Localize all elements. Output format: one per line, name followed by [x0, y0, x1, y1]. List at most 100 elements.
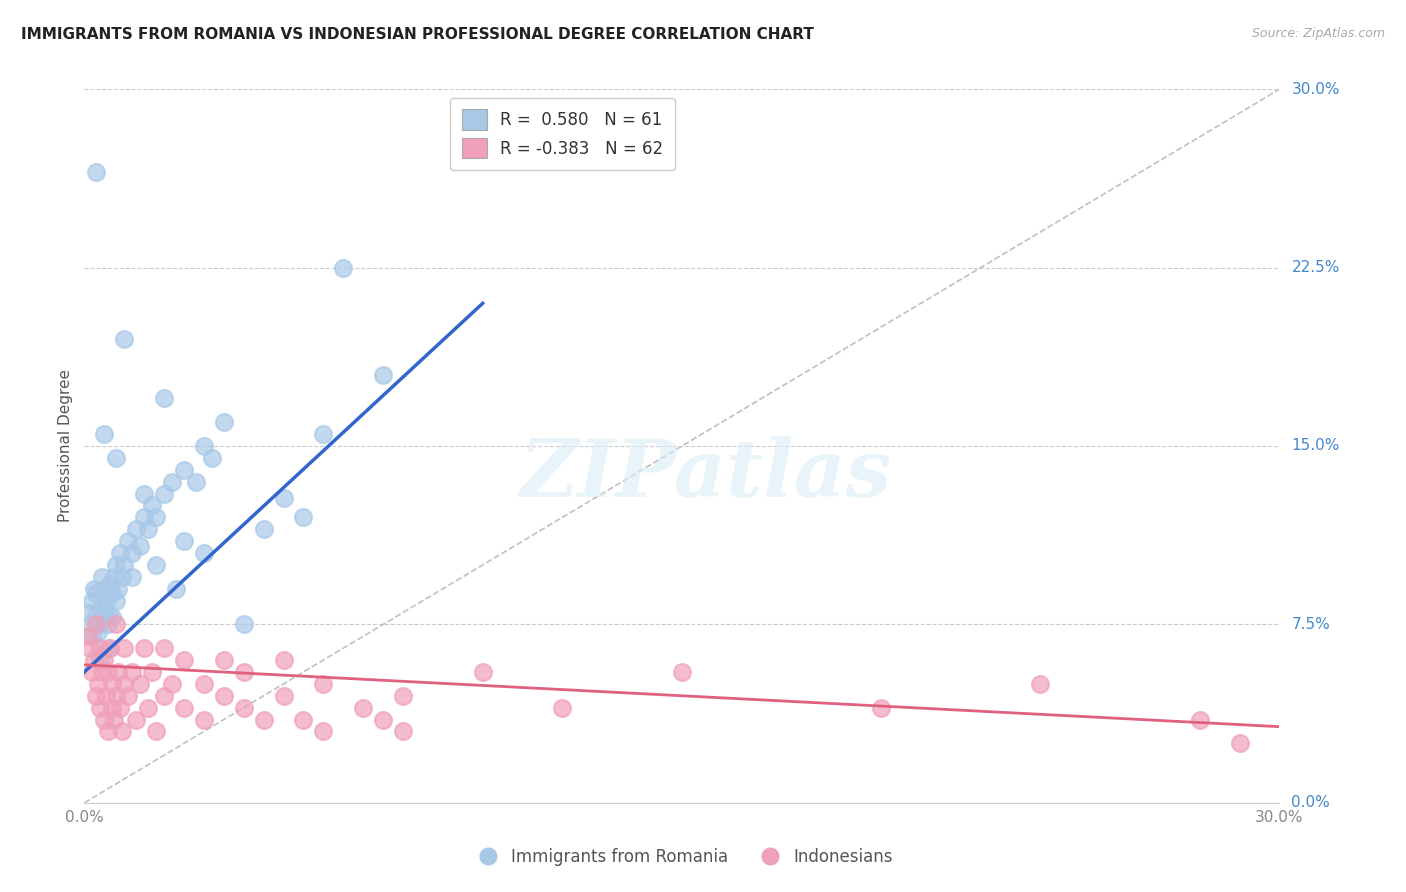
- Point: [141, 665, 163, 679]
- Point: [87, 624, 110, 639]
- Point: [101, 610, 124, 624]
- Text: Source: ZipAtlas.com: Source: ZipAtlas.com: [1251, 27, 1385, 40]
- Point: [93, 427, 115, 442]
- Point: [173, 700, 195, 714]
- Point: [129, 539, 152, 553]
- Point: [96, 689, 118, 703]
- Point: [98, 577, 121, 591]
- Point: [105, 617, 128, 632]
- Point: [125, 522, 148, 536]
- Text: IMMIGRANTS FROM ROMANIA VS INDONESIAN PROFESSIONAL DEGREE CORRELATION CHART: IMMIGRANTS FROM ROMANIA VS INDONESIAN PR…: [21, 27, 814, 42]
- Point: [93, 606, 115, 620]
- Point: [145, 558, 167, 572]
- Text: ZIPatlas: ZIPatlas: [520, 436, 891, 513]
- Point: [96, 593, 118, 607]
- Point: [97, 665, 120, 679]
- Point: [97, 641, 120, 656]
- Point: [103, 570, 125, 584]
- Point: [136, 700, 159, 714]
- Point: [84, 610, 107, 624]
- Point: [160, 677, 183, 691]
- Point: [145, 724, 167, 739]
- Point: [110, 700, 132, 714]
- Point: [212, 415, 235, 429]
- Point: [97, 606, 120, 620]
- Point: [84, 586, 107, 600]
- Point: [89, 617, 111, 632]
- Point: [112, 641, 135, 656]
- Point: [101, 700, 124, 714]
- Point: [212, 653, 235, 667]
- Point: [105, 689, 128, 703]
- Point: [153, 689, 176, 703]
- Point: [111, 724, 134, 739]
- Point: [392, 724, 415, 739]
- Point: [121, 546, 143, 560]
- Point: [145, 510, 167, 524]
- Point: [551, 700, 574, 714]
- Point: [91, 570, 114, 584]
- Point: [160, 475, 183, 489]
- Point: [153, 486, 176, 500]
- Point: [165, 582, 187, 596]
- Point: [193, 677, 215, 691]
- Point: [193, 546, 215, 560]
- Point: [101, 586, 124, 600]
- Point: [184, 475, 207, 489]
- Text: 0.0%: 0.0%: [1291, 796, 1330, 810]
- Text: 15.0%: 15.0%: [1291, 439, 1340, 453]
- Point: [312, 724, 335, 739]
- Point: [89, 641, 111, 656]
- Point: [173, 534, 195, 549]
- Point: [1229, 736, 1251, 750]
- Point: [193, 439, 215, 453]
- Point: [112, 677, 135, 691]
- Point: [132, 510, 156, 524]
- Point: [77, 606, 100, 620]
- Point: [292, 713, 315, 727]
- Point: [1029, 677, 1052, 691]
- Point: [173, 653, 195, 667]
- Point: [117, 534, 139, 549]
- Point: [112, 558, 135, 572]
- Point: [312, 677, 335, 691]
- Point: [253, 713, 276, 727]
- Point: [125, 713, 148, 727]
- Point: [89, 700, 111, 714]
- Point: [93, 582, 115, 596]
- Point: [201, 450, 224, 465]
- Point: [107, 665, 129, 679]
- Point: [97, 724, 120, 739]
- Point: [105, 450, 128, 465]
- Point: [232, 700, 254, 714]
- Point: [84, 165, 107, 179]
- Point: [1188, 713, 1211, 727]
- Point: [107, 582, 129, 596]
- Point: [193, 713, 215, 727]
- Point: [98, 641, 121, 656]
- Point: [93, 713, 115, 727]
- Point: [232, 665, 254, 679]
- Legend: Immigrants from Romania, Indonesians: Immigrants from Romania, Indonesians: [464, 842, 900, 873]
- Point: [870, 700, 893, 714]
- Y-axis label: Professional Degree: Professional Degree: [58, 369, 73, 523]
- Point: [82, 665, 104, 679]
- Point: [110, 546, 132, 560]
- Point: [371, 368, 394, 382]
- Point: [105, 593, 128, 607]
- Point: [105, 558, 128, 572]
- Point: [352, 700, 374, 714]
- Point: [112, 332, 135, 346]
- Point: [129, 677, 152, 691]
- Point: [101, 677, 124, 691]
- Point: [103, 713, 125, 727]
- Point: [82, 629, 104, 643]
- Point: [332, 260, 354, 275]
- Point: [471, 665, 494, 679]
- Point: [83, 582, 105, 596]
- Text: 7.5%: 7.5%: [1291, 617, 1330, 632]
- Point: [173, 463, 195, 477]
- Point: [273, 689, 295, 703]
- Point: [79, 641, 101, 656]
- Point: [121, 665, 143, 679]
